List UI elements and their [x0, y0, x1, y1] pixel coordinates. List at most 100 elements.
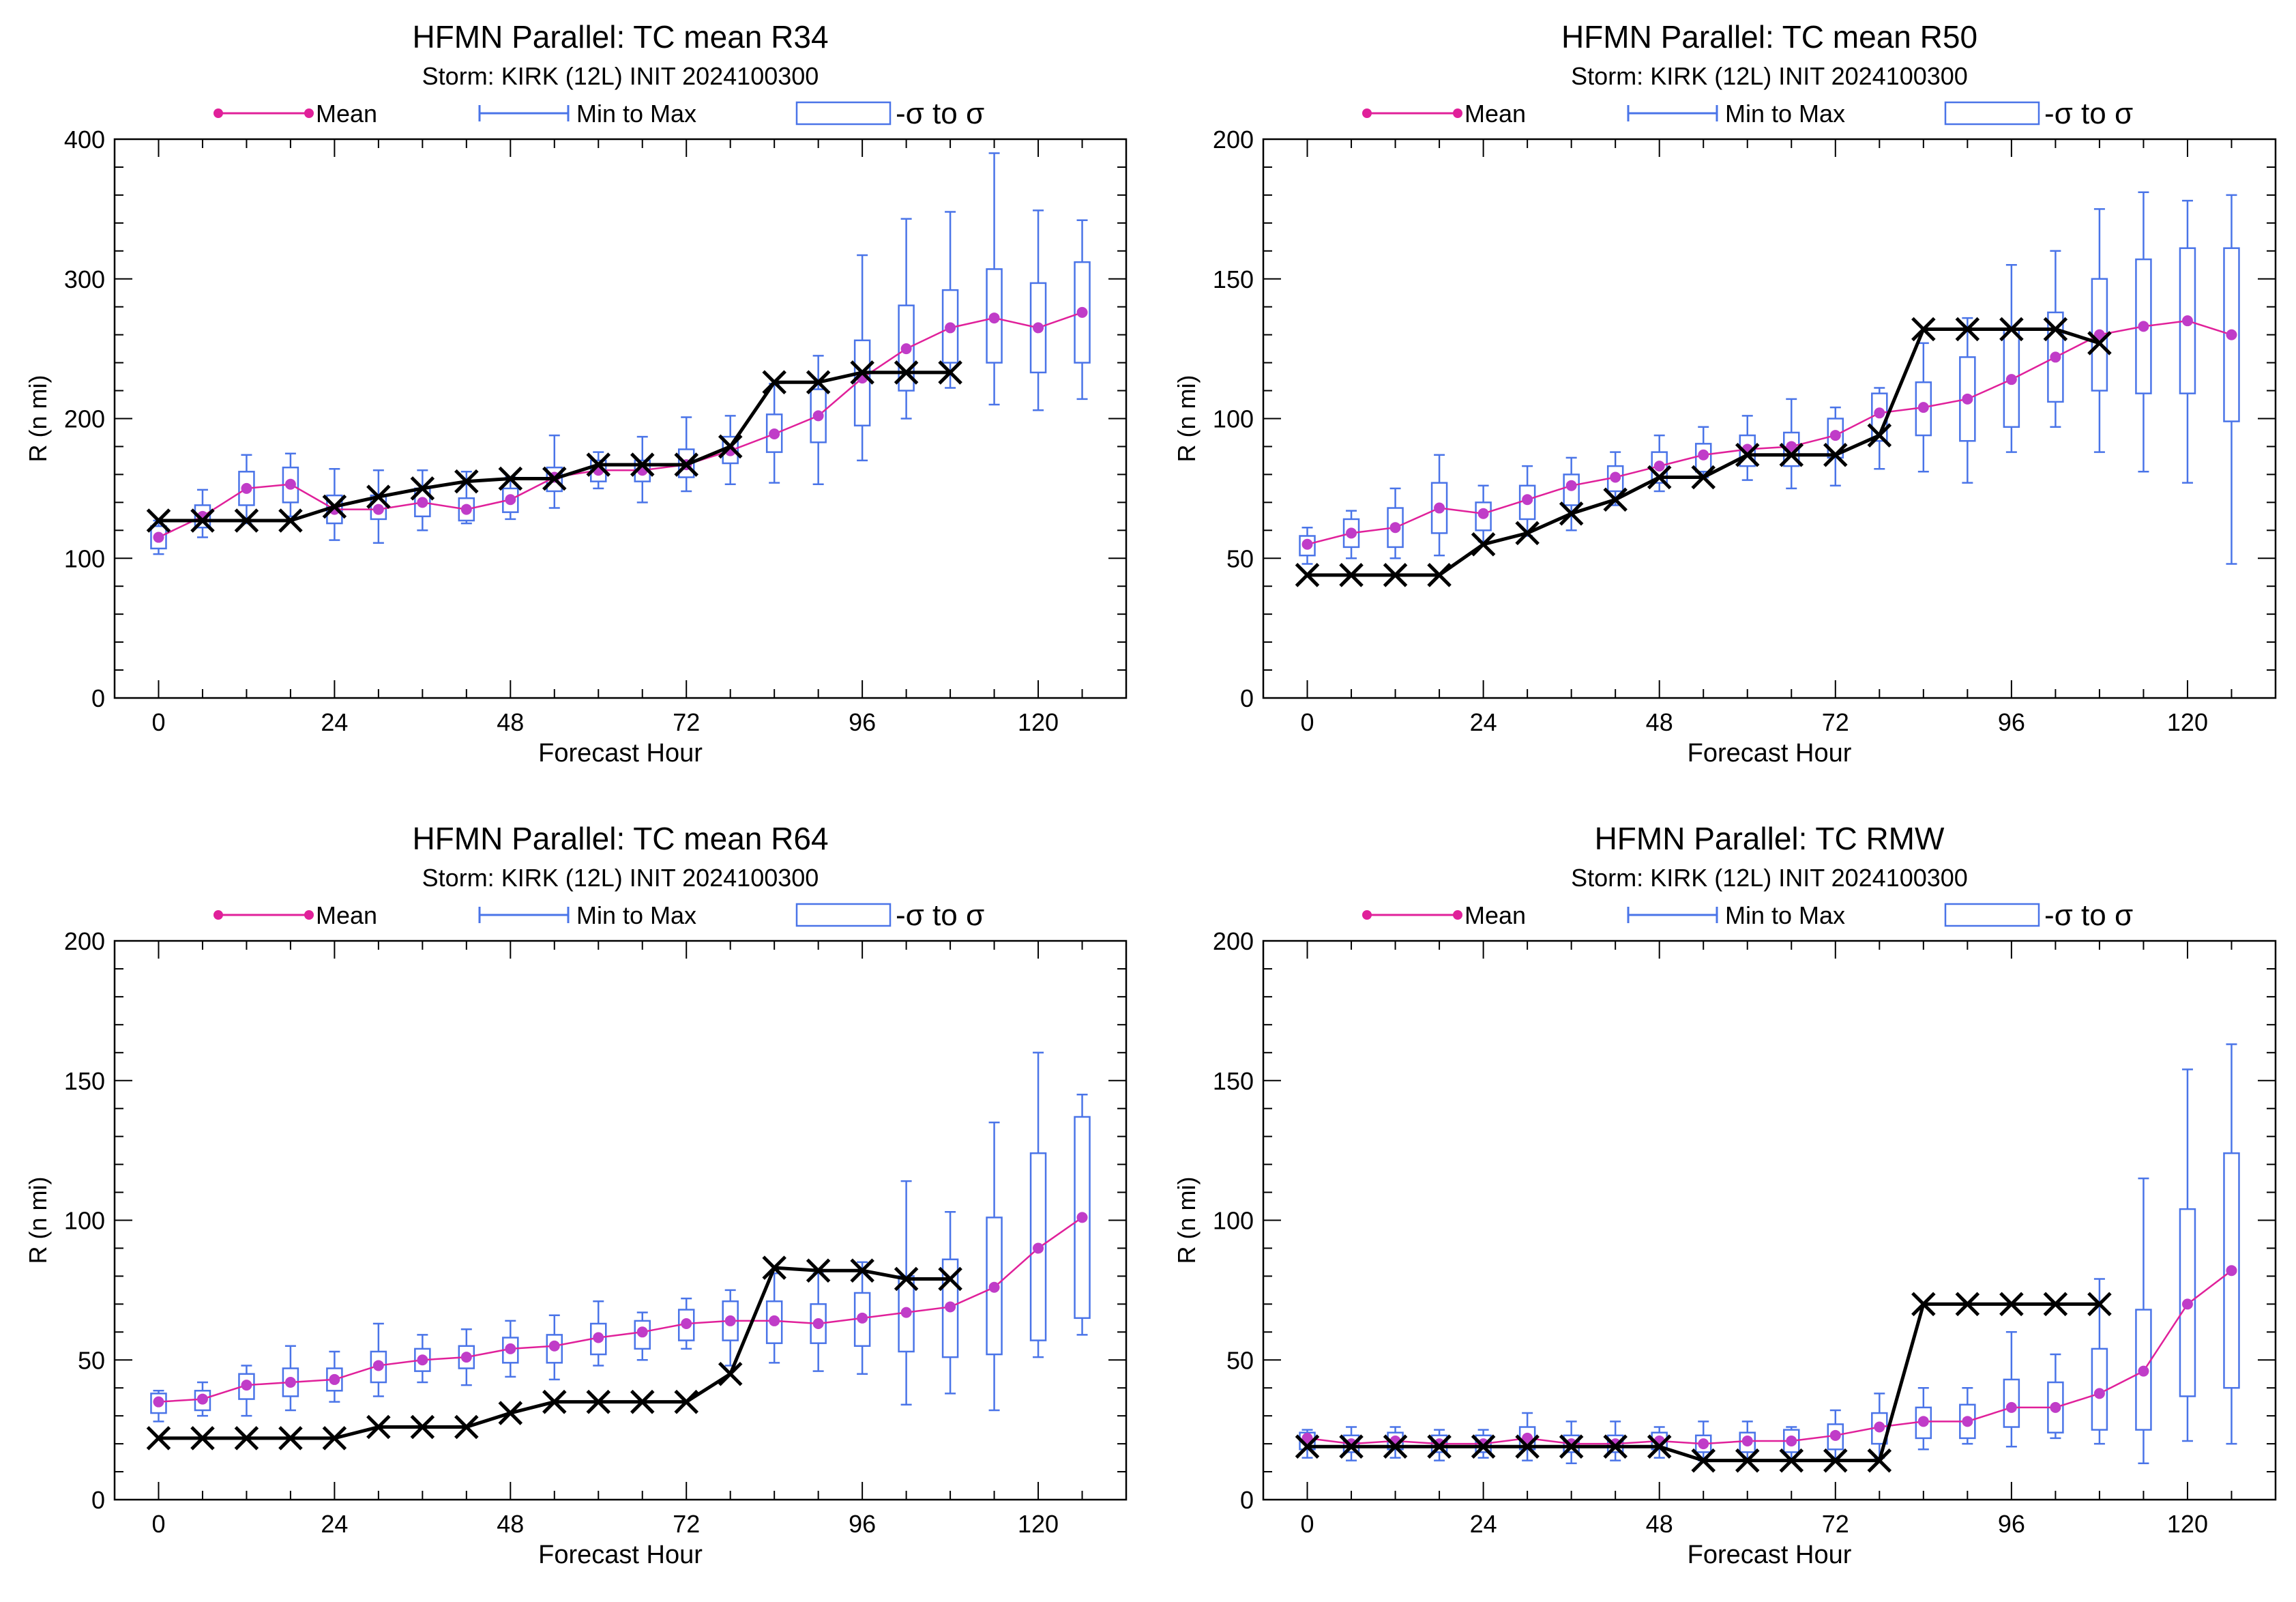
y-axis-label: R (n mi): [24, 375, 52, 463]
mean-point: [2182, 1298, 2193, 1309]
y-tick-label: 150: [1213, 1067, 1254, 1095]
x-tick-label: 120: [2167, 1510, 2208, 1538]
mean-line: [158, 1217, 1082, 1401]
legend-sigma-label: -σ to σ: [2044, 97, 2133, 130]
mean-point: [2138, 1366, 2149, 1377]
y-tick-label: 100: [64, 544, 105, 572]
legend-mean-marker: [1453, 108, 1462, 118]
x-tick-label: 0: [151, 1510, 165, 1538]
legend-mean-marker: [214, 910, 223, 920]
y-axis-label: R (n mi): [1173, 375, 1201, 463]
box-whisker: [2224, 195, 2239, 564]
mean-point: [857, 1313, 868, 1324]
mean-point: [461, 504, 472, 515]
mean-point: [2138, 321, 2149, 332]
mean-point: [1874, 1422, 1885, 1433]
x-tick-label: 72: [1822, 708, 1849, 736]
mean-point: [2050, 1402, 2061, 1413]
y-tick-label: 100: [1213, 1207, 1254, 1235]
mean-point: [373, 1360, 384, 1371]
mean-point: [901, 343, 912, 354]
box-whisker: [1031, 210, 1046, 410]
x-tick-label: 120: [1018, 708, 1059, 736]
mean-point: [153, 1397, 164, 1408]
box-whisker: [1960, 1388, 1975, 1444]
legend-mean-marker: [1362, 108, 1372, 118]
x-axis-label: Forecast Hour: [538, 739, 703, 768]
mean-point: [1346, 527, 1357, 538]
x-tick-label: 96: [849, 1510, 876, 1538]
mean-point: [1830, 1430, 1841, 1441]
mean-point: [1077, 1212, 1088, 1223]
mean-point: [2094, 1388, 2105, 1399]
y-tick-label: 100: [1213, 405, 1254, 433]
mean-point: [945, 1301, 956, 1312]
chart-title: HFMN Parallel: TC mean R64: [412, 821, 828, 856]
box-whisker: [371, 1324, 386, 1396]
mean-point: [1654, 461, 1665, 471]
mean-line: [1308, 321, 2232, 544]
box-whisker: [855, 255, 870, 461]
box-whisker: [239, 1365, 254, 1416]
mean-point: [989, 1282, 1000, 1293]
box-whisker: [2224, 1045, 2239, 1444]
mean-point: [1786, 1436, 1797, 1446]
box-whisker: [2004, 1332, 2019, 1446]
box-whisker: [2180, 1069, 2195, 1441]
legend-sigma-label: -σ to σ: [896, 899, 984, 932]
mean-point: [1302, 539, 1313, 550]
mean-point: [1033, 322, 1044, 333]
mean-point: [285, 479, 296, 490]
mean-point: [2226, 330, 2237, 340]
box-whisker: [899, 219, 914, 419]
legend-sigma-box: [797, 904, 890, 926]
legend-mean-label: Mean: [1465, 100, 1526, 128]
box-whisker: [2004, 265, 2019, 452]
mean-point: [1918, 1416, 1929, 1427]
mean-point: [2050, 351, 2061, 362]
mean-point: [241, 483, 252, 494]
x-tick-label: 72: [673, 1510, 700, 1538]
mean-point: [637, 1326, 648, 1337]
mean-point: [461, 1352, 472, 1363]
legend-sigma-box: [797, 102, 890, 124]
chart-title: HFMN Parallel: TC RMW: [1595, 821, 1945, 856]
legend-sigma-label: -σ to σ: [2044, 899, 2133, 932]
chart-panel: HFMN Parallel: TC RMWStorm: KIRK (12L) I…: [1173, 821, 2276, 1569]
x-tick-label: 24: [321, 1510, 348, 1538]
mean-point: [1566, 480, 1577, 491]
chart-panel: HFMN Parallel: TC mean R50Storm: KIRK (1…: [1173, 19, 2276, 768]
mean-point: [1742, 1436, 1753, 1446]
legend-sigma-label: -σ to σ: [896, 97, 984, 130]
mean-point: [285, 1377, 296, 1388]
y-tick-label: 50: [1226, 544, 1254, 572]
x-axis-label: Forecast Hour: [1688, 739, 1852, 768]
plot-frame: [115, 139, 1126, 698]
plot-frame: [1263, 139, 2276, 698]
legend-mean-marker: [1453, 910, 1462, 920]
mean-point: [153, 532, 164, 543]
mean-point: [1962, 394, 1973, 405]
box-whisker: [2136, 192, 2151, 472]
mean-point: [945, 322, 956, 333]
legend: Mean Min to Max -σ to σ: [214, 97, 984, 130]
mean-point: [813, 410, 824, 421]
chart-panel: HFMN Parallel: TC mean R64Storm: KIRK (1…: [24, 821, 1126, 1569]
mean-point: [2006, 374, 2017, 385]
box-whisker: [899, 1181, 914, 1405]
y-axis-label: R (n mi): [1173, 1177, 1201, 1264]
mean-point: [593, 1332, 604, 1343]
legend: Mean Min to Max -σ to σ: [1362, 97, 2133, 130]
y-tick-label: 200: [1213, 126, 1254, 154]
mean-point: [505, 1343, 516, 1354]
mean-point: [417, 1354, 428, 1365]
x-tick-label: 72: [673, 708, 700, 736]
mean-point: [417, 497, 428, 508]
box-whisker: [679, 417, 694, 491]
box-whisker: [723, 1290, 738, 1366]
x-tick-label: 120: [2167, 708, 2208, 736]
legend-sigma-box: [1945, 102, 2039, 124]
chart-subtitle: Storm: KIRK (12L) INIT 2024100300: [1571, 62, 1968, 90]
legend-range-label: Min to Max: [1725, 100, 1845, 128]
legend-mean-label: Mean: [316, 901, 377, 929]
